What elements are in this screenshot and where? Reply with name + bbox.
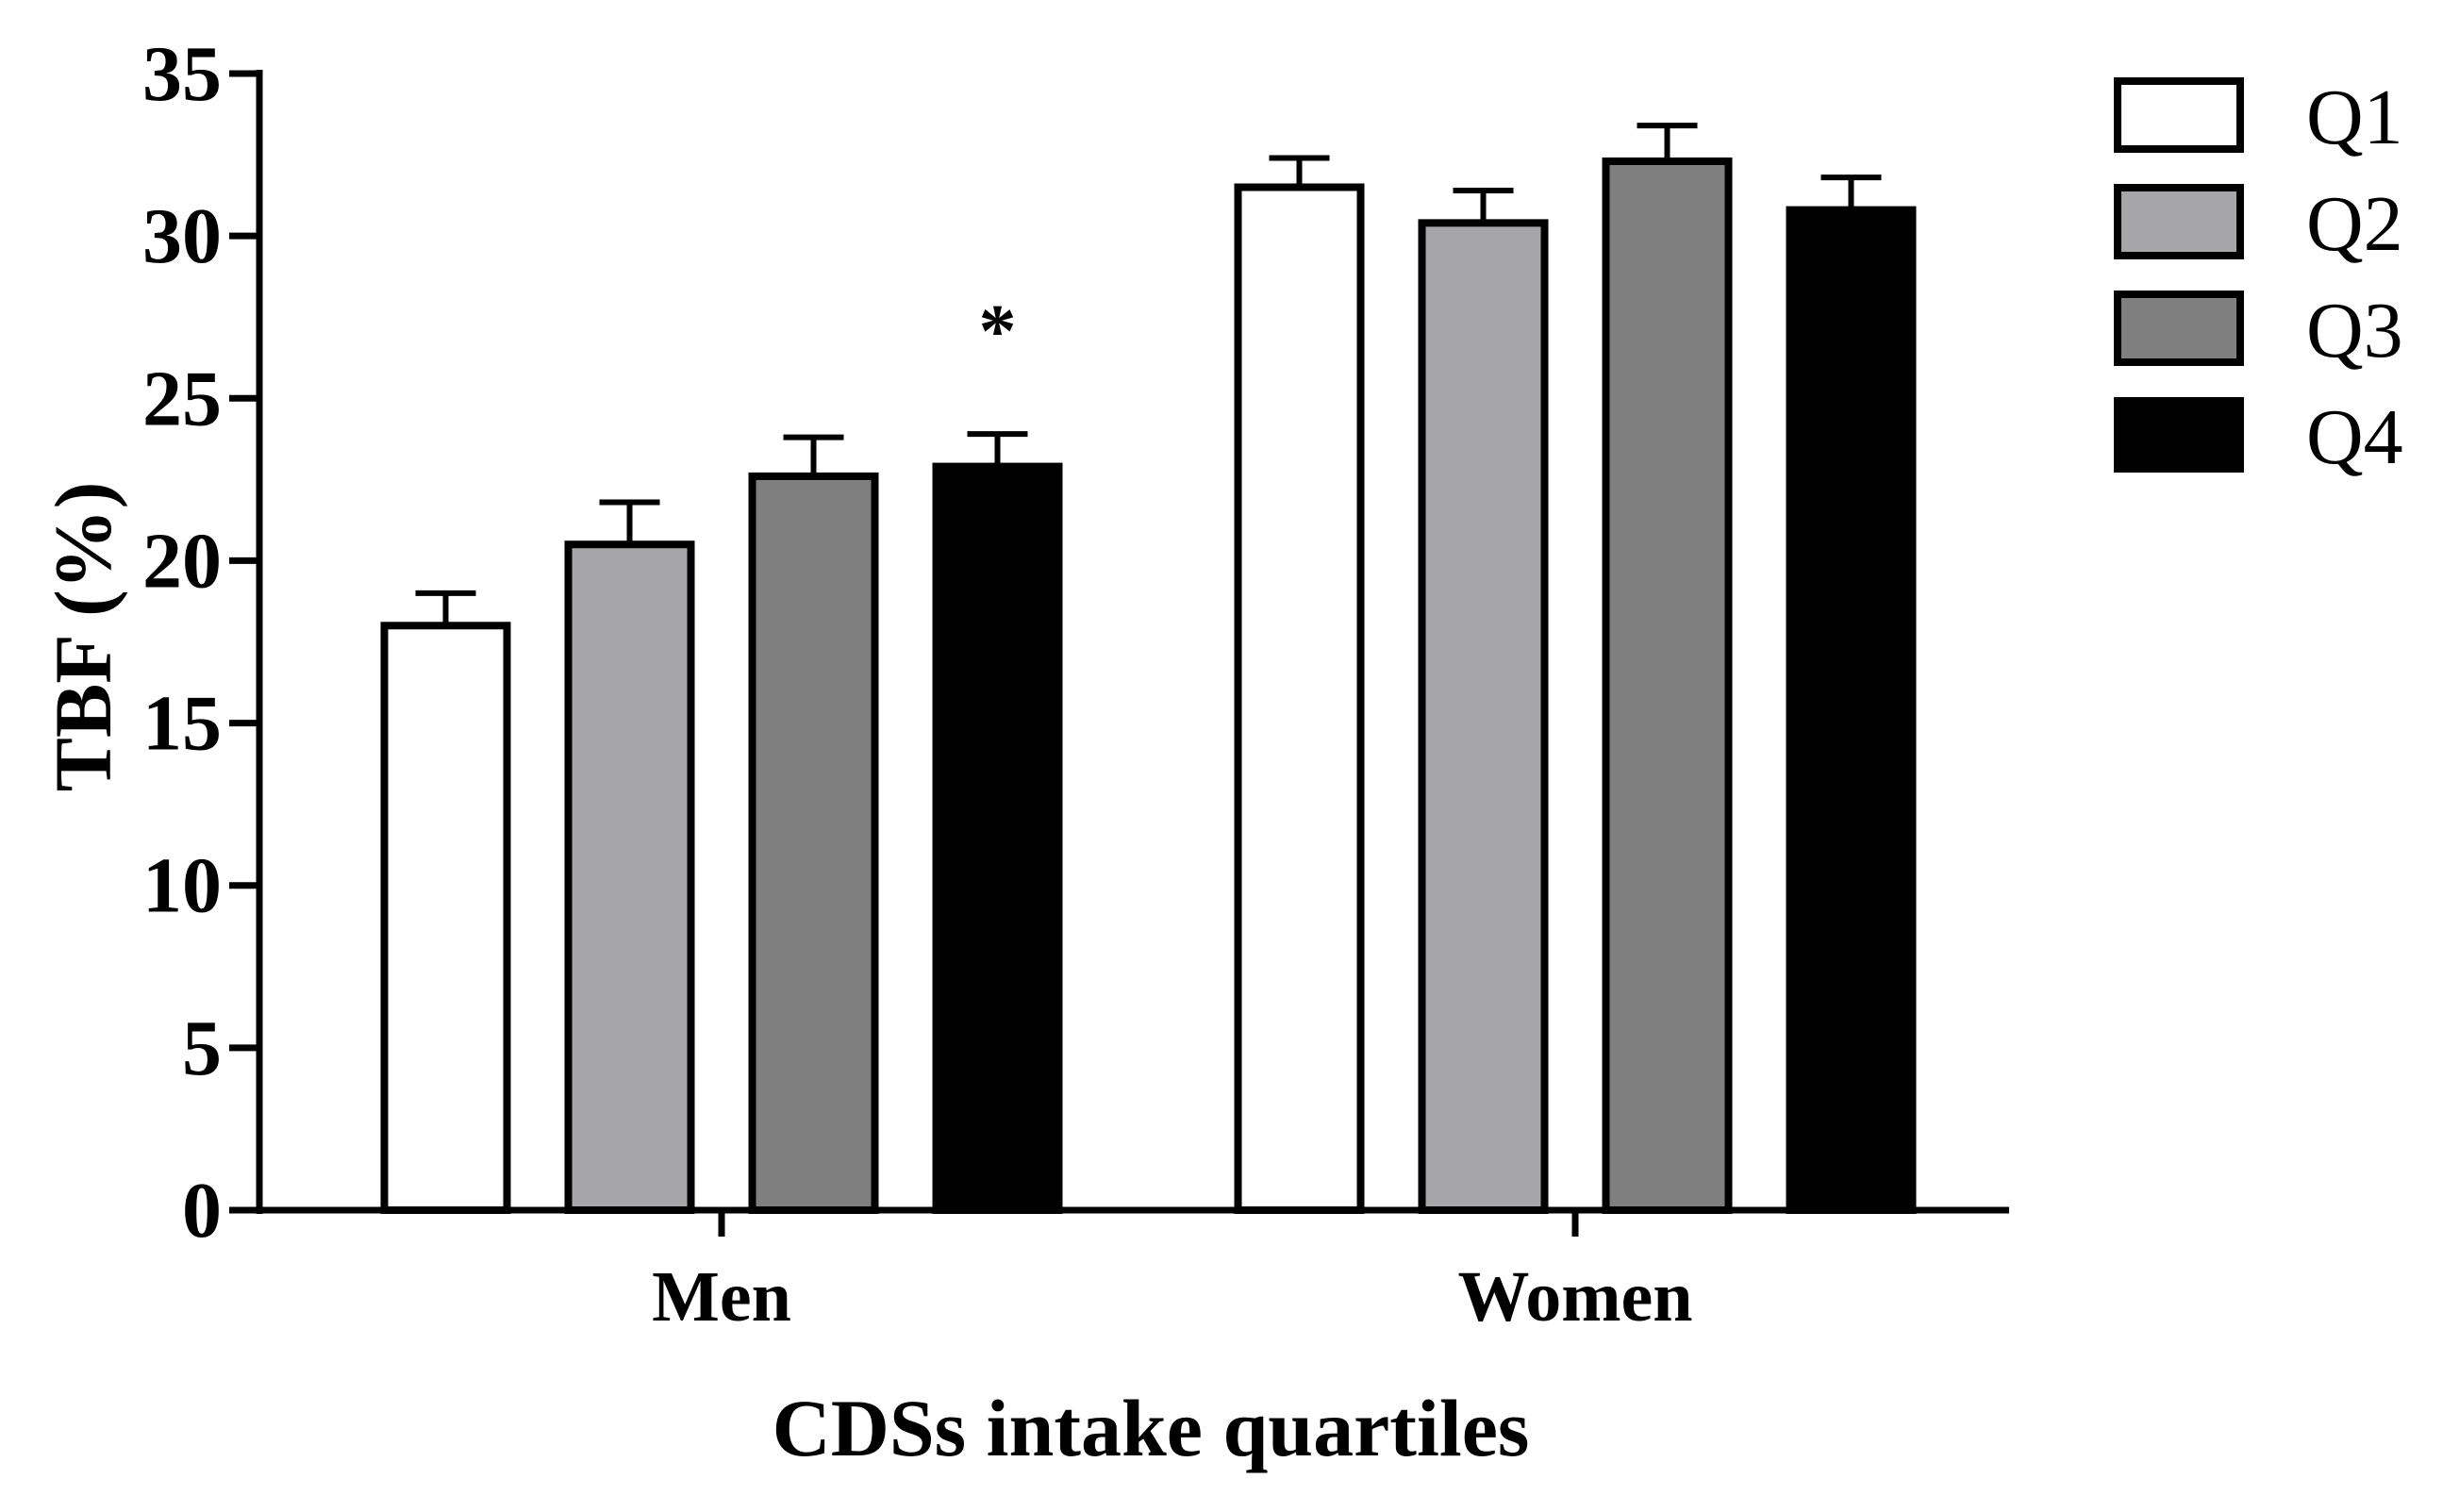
y-tick-label-15: 15 [142, 680, 222, 768]
legend-swatch-q3 [2114, 291, 2244, 366]
y-tick-label-30: 30 [142, 192, 222, 280]
x-tick-label-women: Women [1457, 1257, 1692, 1337]
y-tick-label-25: 25 [142, 355, 222, 442]
bar-women-q3 [1602, 157, 1733, 1214]
bars-layer: * [380, 123, 1917, 1215]
legend: Q1 Q2 Q3 Q4 [2114, 74, 2403, 481]
bar-women-q4 [1786, 206, 1917, 1215]
y-tick-label-20: 20 [142, 517, 222, 605]
y-axis-title: TBF (%) [38, 482, 128, 792]
y-tick-label-0: 0 [182, 1167, 222, 1254]
annotation-asterisk: * [979, 291, 1017, 374]
legend-swatch-q1 [2114, 77, 2244, 153]
y-tick-label-10: 10 [142, 842, 222, 930]
axes-layer: 0 5 10 15 20 25 30 35 Men Women [142, 30, 2009, 1337]
x-axis-title: CDSs intake quartiles [773, 1383, 1530, 1473]
bar-men-q3 [748, 472, 879, 1214]
legend-label-q2: Q2 [2306, 180, 2403, 268]
legend-swatch-q4 [2114, 397, 2244, 473]
bar-men-q4 [932, 462, 1063, 1215]
legend-label-q4: Q4 [2306, 393, 2403, 481]
x-tick-label-men: Men [652, 1257, 791, 1337]
legend-label-q1: Q1 [2306, 74, 2403, 161]
bar-men-q2 [564, 540, 695, 1214]
legend-swatch-q2 [2114, 184, 2244, 259]
y-tick-label-35: 35 [142, 30, 222, 118]
bar-women-q2 [1418, 219, 1549, 1214]
bar-women-q1 [1234, 183, 1365, 1214]
y-tick-label-5: 5 [182, 1005, 222, 1092]
legend-label-q3: Q3 [2306, 287, 2403, 374]
bar-men-q1 [380, 622, 511, 1214]
